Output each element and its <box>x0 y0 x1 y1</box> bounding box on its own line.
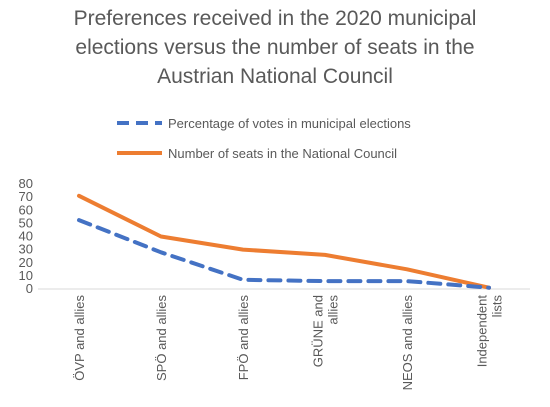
y-tick-label: 40 <box>19 229 33 244</box>
series-line-1 <box>77 218 491 290</box>
chart-series <box>77 193 491 290</box>
y-tick-label: 20 <box>19 255 33 270</box>
y-tick-label: 70 <box>19 189 33 204</box>
x-tick-label: Independent lists <box>475 295 505 368</box>
y-tick-label: 60 <box>19 202 33 217</box>
y-tick-label: 10 <box>19 268 33 283</box>
chart-title-line-2: elections versus the number of seats in … <box>75 36 475 59</box>
x-tick-label-line: Independent <box>475 295 490 368</box>
chart-title: Preferences received in the 2020 municip… <box>0 4 550 91</box>
x-tick-label-line: GRÜNE and <box>311 295 326 367</box>
chart-title-line-3: Austrian National Council <box>157 65 393 88</box>
chart-legend: Percentage of votes in municipal electio… <box>117 116 411 161</box>
x-tick-label-line: NEOS and allies <box>400 295 415 391</box>
x-tick-label-line: ÖVP and allies <box>72 295 87 381</box>
x-tick-label-line: SPÖ and allies <box>154 295 169 381</box>
x-tick-label-line: allies <box>326 295 341 325</box>
x-tick-label: NEOS and allies <box>400 295 415 391</box>
series-line-2 <box>77 193 491 290</box>
x-tick-label: SPÖ and allies <box>154 295 169 381</box>
x-tick-label: ÖVP and allies <box>72 295 87 381</box>
legend-label-1: Percentage of votes in municipal electio… <box>168 116 411 131</box>
chart-title-line-1: Preferences received in the 2020 municip… <box>73 7 477 30</box>
x-axis: ÖVP and allies SPÖ and allies FPÖ and alli… <box>38 288 530 391</box>
x-tick-label: FPÖ and allies <box>236 295 251 381</box>
y-tick-label: 50 <box>19 215 33 230</box>
y-tick-label: 80 <box>19 176 33 191</box>
y-tick-label: 0 <box>26 281 33 296</box>
x-tick-label: GRÜNE and allies <box>311 295 341 368</box>
legend-label-2: Number of seats in the National Council <box>168 146 397 161</box>
y-tick-label: 30 <box>19 242 33 257</box>
x-tick-label-line: lists <box>490 295 505 318</box>
x-tick-label-line: FPÖ and allies <box>236 295 251 381</box>
